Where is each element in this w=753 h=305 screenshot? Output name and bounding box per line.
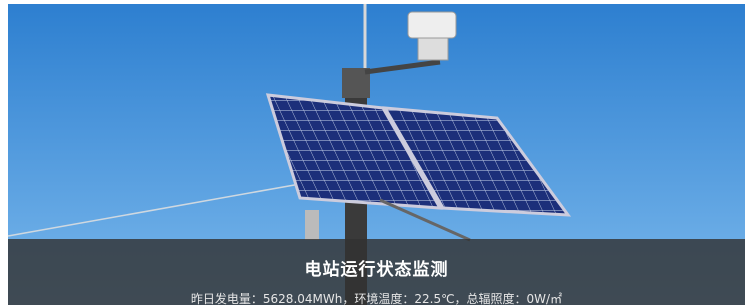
- caption-title: 电站运行状态监测: [8, 255, 745, 280]
- caption-bar: 电站运行状态监测 昨日发电量：5628.04MWh，环境温度：22.5℃，总辐照…: [8, 239, 745, 305]
- camera: [408, 12, 456, 38]
- image-card: 电站运行状态监测 昨日发电量：5628.04MWh，环境温度：22.5℃，总辐照…: [0, 0, 753, 305]
- junction-box: [305, 210, 319, 240]
- caption-details: 昨日发电量：5628.04MWh，环境温度：22.5℃，总辐照度：0W/㎡: [8, 290, 745, 305]
- camera-base: [418, 38, 448, 60]
